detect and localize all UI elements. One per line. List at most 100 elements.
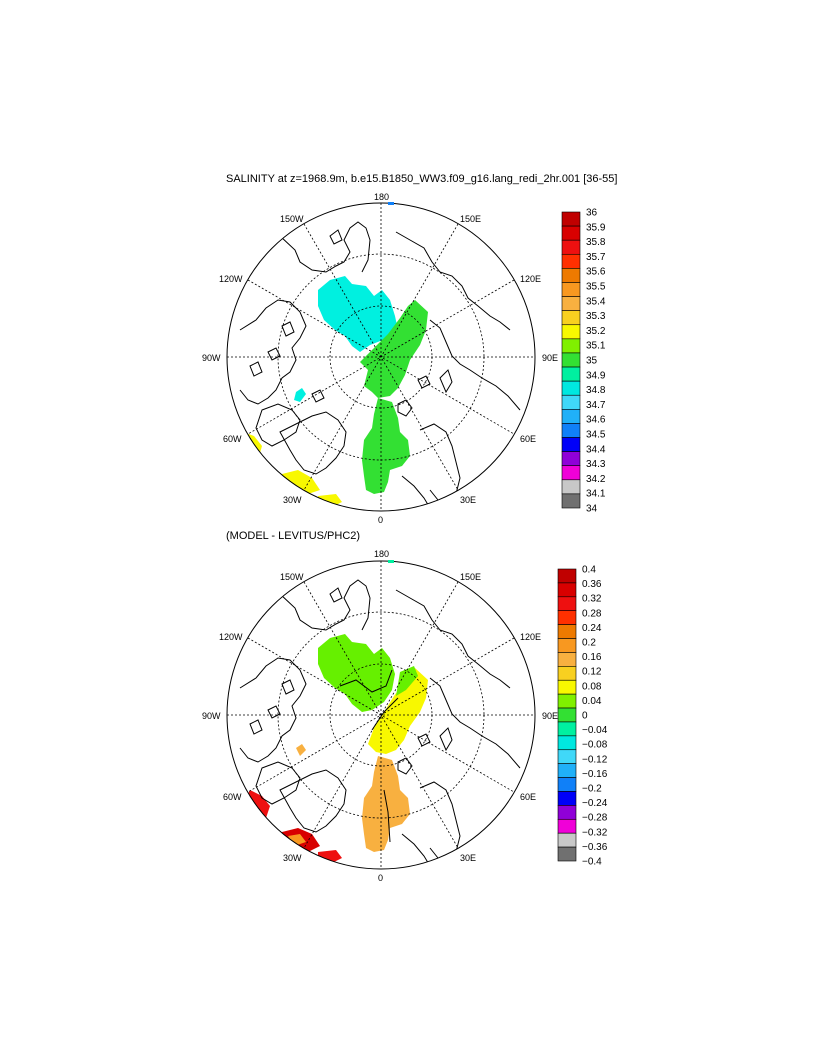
colorbar-label: −0.28 (582, 813, 608, 824)
colorbar-swatch (557, 846, 577, 862)
colorbar-swatch (561, 268, 581, 283)
coast-island-d (281, 321, 295, 337)
colorbar-swatch (561, 324, 581, 340)
panel1-map: 180 150E 120E 90E 60E 30E 0 30W 60W 90W … (202, 192, 558, 525)
coast2-island-a (329, 587, 343, 603)
panel2-lon-150e: 150E (460, 572, 481, 582)
colorbar-swatch (557, 568, 577, 584)
colorbar-swatch (557, 582, 577, 598)
colorbar-label: −0.2 (582, 784, 602, 795)
panel2-lon-30w: 30W (283, 853, 302, 863)
colorbar-swatch (561, 211, 581, 227)
colorbar-label: 34.4 (586, 444, 606, 455)
field-diff-yellow (368, 668, 428, 754)
colorbar-swatch (561, 352, 581, 368)
coast-siberia (395, 231, 511, 331)
colorbar-swatch (561, 366, 581, 382)
colorbar-label: −0.08 (582, 740, 608, 751)
coast2-alaska (259, 579, 371, 631)
coast2-island-d (281, 679, 295, 695)
panel2-lon-120e: 120E (520, 632, 541, 642)
colorbar-swatch (561, 437, 581, 452)
colorbar-swatch (561, 465, 581, 481)
coast2-island-c (249, 719, 263, 735)
colorbar-label: −0.24 (582, 798, 608, 809)
coast-alaska (259, 221, 371, 273)
panel1-border (226, 202, 536, 512)
colorbar-swatch (557, 818, 577, 834)
panel1-lon-30w: 30W (283, 495, 302, 505)
colorbar-swatch (557, 693, 577, 709)
colorbar-label: 0.08 (582, 681, 602, 692)
colorbar-label: 0.4 (582, 565, 596, 576)
colorbar-label: 34.5 (586, 430, 606, 441)
colorbar-swatch (561, 225, 581, 241)
coast2-canada (239, 657, 307, 763)
coast2-scandinavia (419, 781, 461, 863)
colorbar-swatch (557, 805, 577, 820)
colorbar-label: 35 (586, 356, 598, 367)
colorbar-label: −0.32 (582, 827, 608, 838)
panel2-title: (MODEL - LEVITUS/PHC2) (226, 530, 361, 542)
colorbar-swatch (561, 479, 581, 495)
colorbar-swatch (561, 423, 581, 438)
colorbar-label: −0.04 (582, 725, 608, 736)
coast-taimyr (429, 319, 521, 411)
field-yellow-small (318, 494, 342, 508)
colorbar-label: −0.4 (582, 857, 602, 868)
colorbar-label: −0.36 (582, 842, 608, 853)
colorbar-label: 34.9 (586, 370, 606, 381)
colorbar-label: 35.4 (586, 296, 606, 307)
colorbar-label: 35.5 (586, 282, 606, 293)
colorbar-label: 0.16 (582, 652, 602, 663)
colorbar-swatch (561, 296, 581, 311)
colorbar-label: 34.2 (586, 474, 606, 485)
coast-franzjosef (417, 375, 431, 389)
panel1-lon-120w: 120W (219, 274, 243, 284)
field-arctic-green (360, 300, 428, 398)
field-pacific-cyan (318, 276, 398, 352)
colorbar-label: 0.32 (582, 594, 602, 605)
panel2-colorbar: 0.4 0.36 0.32 0.28 0.24 0.2 0.16 0.12 0.08 0.04 0 −… (557, 565, 608, 868)
colorbar-swatch (557, 763, 577, 778)
colorbar-swatch (561, 493, 581, 509)
panel1-lon-60e: 60E (520, 434, 536, 444)
coast-svalbard (397, 399, 413, 417)
colorbar-swatch (557, 596, 577, 612)
colorbar-swatch (557, 610, 577, 625)
coast2-siberia (395, 589, 511, 689)
coast-island-b (267, 347, 281, 361)
panel1-fields (227, 203, 535, 511)
colorbar-swatch (557, 707, 577, 723)
colorbar-swatch (557, 721, 577, 737)
colorbar-swatch (561, 282, 581, 297)
zero-contour-b (371, 697, 399, 731)
panel2-lon-150w: 150W (280, 572, 304, 582)
colorbar-swatch (557, 735, 577, 751)
panel2-lon-90w: 90W (202, 711, 221, 721)
coast2-novaya (439, 727, 453, 752)
panel2-map: 180 150E 120E 90E 60E 30E 0 30W 60W 90W … (202, 549, 558, 883)
field-atlantic-green (362, 398, 410, 494)
colorbar-swatch (561, 451, 581, 467)
colorbar-swatch (557, 749, 577, 764)
coast2-taimyr (429, 677, 521, 769)
colorbar-label: 35.6 (586, 267, 606, 278)
zero-contour-c (383, 789, 391, 843)
colorbar-label: 36 (586, 208, 598, 219)
panel1-lon-180: 180 (374, 192, 389, 202)
colorbar-swatch (557, 679, 577, 695)
colorbar-label: 34.7 (586, 400, 606, 411)
colorbar-swatch (561, 310, 581, 326)
colorbar-label: 34.6 (586, 415, 606, 426)
panel1-lon-150w: 150W (280, 214, 304, 224)
colorbar-label: 0.36 (582, 579, 602, 590)
coast-europe (401, 475, 431, 509)
panel2-lon-60e: 60E (520, 792, 536, 802)
colorbar-label: 35.1 (586, 341, 606, 352)
coast2-greenland (279, 769, 347, 833)
panel1-lon-150e: 150E (460, 214, 481, 224)
colorbar-swatch (557, 638, 577, 653)
colorbar-swatch (557, 777, 577, 792)
colorbar-label: 34.1 (586, 489, 606, 500)
